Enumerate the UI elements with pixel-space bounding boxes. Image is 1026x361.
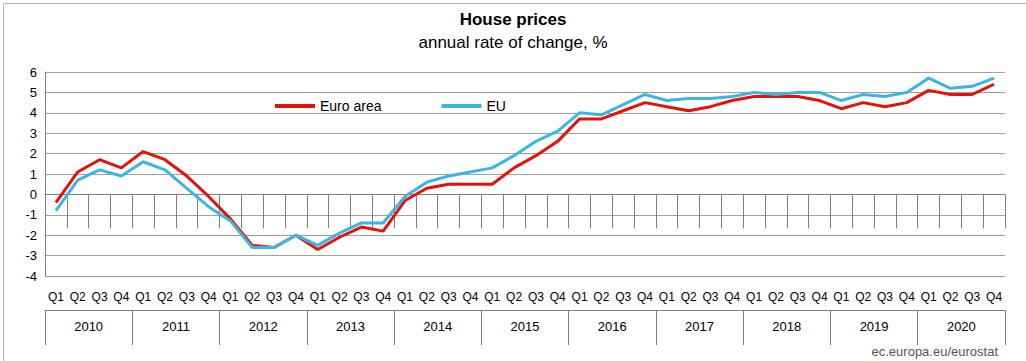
svg-text:Q1: Q1: [135, 290, 151, 304]
svg-text:Q4: Q4: [462, 290, 478, 304]
svg-text:Q2: Q2: [419, 290, 435, 304]
svg-text:Q2: Q2: [157, 290, 173, 304]
svg-text:2019: 2019: [860, 319, 889, 334]
svg-text:Q1: Q1: [659, 290, 675, 304]
svg-text:2012: 2012: [249, 319, 278, 334]
svg-text:Q1: Q1: [48, 290, 64, 304]
svg-text:2015: 2015: [511, 319, 540, 334]
svg-text:2014: 2014: [423, 319, 452, 334]
svg-text:Q4: Q4: [724, 290, 740, 304]
svg-text:Q3: Q3: [790, 290, 806, 304]
svg-text:Q4: Q4: [288, 290, 304, 304]
svg-text:2016: 2016: [598, 319, 627, 334]
svg-text:2: 2: [30, 146, 37, 161]
svg-text:Q4: Q4: [375, 290, 391, 304]
svg-text:Q2: Q2: [506, 290, 522, 304]
svg-text:Q3: Q3: [702, 290, 718, 304]
svg-text:-2: -2: [25, 228, 37, 243]
svg-text:2011: 2011: [162, 319, 190, 334]
svg-text:Q3: Q3: [353, 290, 369, 304]
svg-text:-4: -4: [25, 269, 37, 284]
svg-text:Q1: Q1: [310, 290, 326, 304]
svg-text:Q2: Q2: [768, 290, 784, 304]
svg-text:Q2: Q2: [593, 290, 609, 304]
svg-text:Q1: Q1: [484, 290, 500, 304]
svg-text:2020: 2020: [947, 319, 976, 334]
svg-text:ec.europa.eu/eurostat: ec.europa.eu/eurostat: [872, 344, 999, 359]
svg-text:EU: EU: [486, 98, 505, 114]
svg-text:2017: 2017: [685, 319, 714, 334]
svg-text:Q4: Q4: [201, 290, 217, 304]
svg-text:6: 6: [30, 65, 37, 80]
svg-text:Q4: Q4: [637, 290, 653, 304]
svg-text:Q2: Q2: [681, 290, 697, 304]
svg-text:Q1: Q1: [572, 290, 588, 304]
svg-text:Q3: Q3: [266, 290, 282, 304]
svg-text:Q4: Q4: [113, 290, 129, 304]
svg-text:-3: -3: [25, 248, 37, 263]
svg-text:Q3: Q3: [877, 290, 893, 304]
svg-text:Q1: Q1: [746, 290, 762, 304]
svg-text:Q2: Q2: [244, 290, 260, 304]
svg-text:Q1: Q1: [222, 290, 238, 304]
svg-text:4: 4: [30, 105, 37, 120]
svg-text:2013: 2013: [336, 319, 365, 334]
svg-text:1: 1: [30, 167, 37, 182]
svg-text:annual rate of change, %: annual rate of change, %: [418, 33, 607, 52]
svg-text:Q4: Q4: [812, 290, 828, 304]
svg-text:Q1: Q1: [833, 290, 849, 304]
svg-text:Q2: Q2: [855, 290, 871, 304]
svg-text:-1: -1: [25, 207, 37, 222]
svg-text:Q2: Q2: [70, 290, 86, 304]
svg-text:Euro area: Euro area: [320, 98, 382, 114]
svg-text:Q3: Q3: [615, 290, 631, 304]
svg-text:Q3: Q3: [92, 290, 108, 304]
svg-text:Q4: Q4: [899, 290, 915, 304]
svg-text:Q3: Q3: [528, 290, 544, 304]
svg-text:2018: 2018: [772, 319, 801, 334]
svg-text:3: 3: [30, 126, 37, 141]
svg-text:Q2: Q2: [942, 290, 958, 304]
svg-text:Q2: Q2: [332, 290, 348, 304]
svg-text:House prices: House prices: [460, 10, 567, 29]
svg-text:5: 5: [30, 85, 37, 100]
svg-text:Q1: Q1: [921, 290, 937, 304]
svg-text:Q3: Q3: [964, 290, 980, 304]
svg-text:Q3: Q3: [179, 290, 195, 304]
svg-text:Q3: Q3: [441, 290, 457, 304]
svg-text:0: 0: [30, 187, 37, 202]
svg-text:2010: 2010: [74, 319, 103, 334]
svg-text:Q1: Q1: [397, 290, 413, 304]
svg-text:Q4: Q4: [986, 290, 1002, 304]
svg-text:Q4: Q4: [550, 290, 566, 304]
